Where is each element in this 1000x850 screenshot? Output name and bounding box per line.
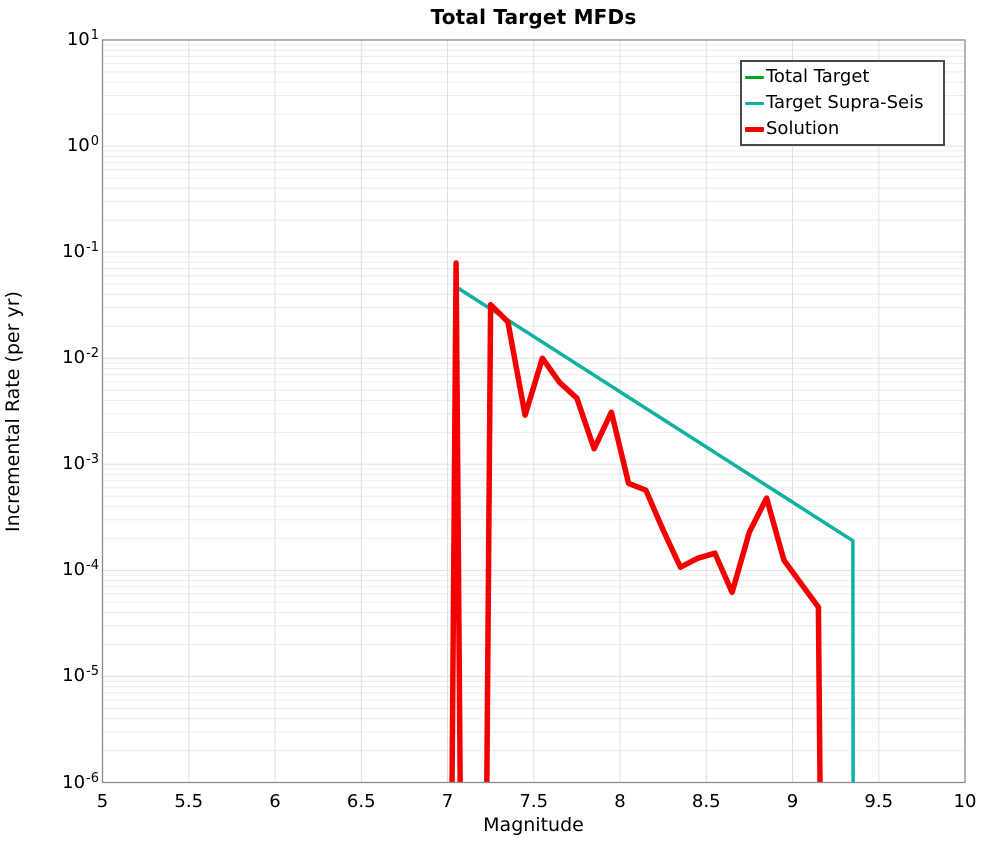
x-tick-label: 7 [441,791,454,812]
legend-line-swatch [745,75,764,79]
y-tick-label: 10-5 [62,664,99,687]
x-tick-label: 6 [269,791,281,812]
x-tick-label: 6.5 [346,791,376,812]
chart-title: Total Target MFDs [430,5,637,29]
y-tick-label: 101 [66,28,99,50]
y-tick-label: 10-6 [62,770,99,793]
series-line-solution [449,260,823,783]
legend-label: Total Target [766,66,870,87]
legend-label: Solution [766,118,840,139]
y-tick-label: 10-2 [62,346,99,369]
y-tick-label: 10-1 [62,240,99,263]
x-tick-label: 7.5 [519,791,549,812]
x-tick-label: 8 [614,791,626,812]
x-tick-label: 5 [96,791,109,812]
legend-entry-total-target: Total Target [745,64,941,90]
legend: Total Target Target Supra-Seis Solution [740,60,945,146]
y-tick-label: 10-4 [62,558,99,581]
legend-label: Target Supra-Seis [766,92,924,113]
x-tick-label: 9.5 [864,791,894,812]
plot-border [101,39,966,784]
y-tick-label: 10-3 [62,452,99,475]
y-tick-label: 100 [66,134,99,157]
legend-entry-solution: Solution [745,116,941,142]
x-axis-title: Magnitude [483,814,584,836]
legend-line-swatch [745,101,764,105]
series-line-target-supra-seis [455,285,855,783]
x-tick-label: 9 [786,791,799,812]
legend-line-swatch [745,126,764,132]
x-tick-label: 5.5 [174,791,204,812]
x-tick-label: 10 [953,791,977,812]
x-tick-label: 8.5 [691,791,721,812]
legend-entry-target-supra-seis: Target Supra-Seis [745,90,941,116]
